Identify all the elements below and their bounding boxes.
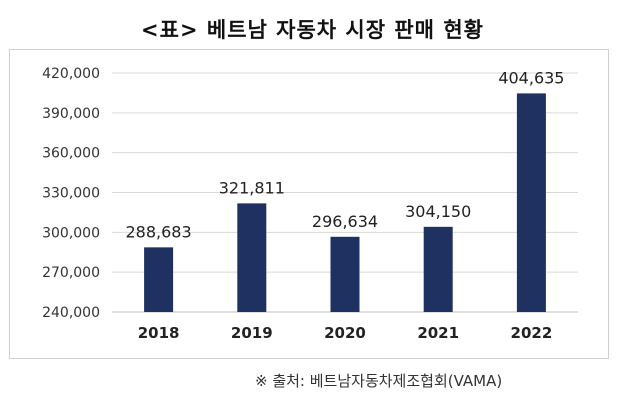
data-label: 288,683 xyxy=(126,222,192,241)
bar-2021 xyxy=(423,226,453,312)
y-tick-label: 300,000 xyxy=(42,225,100,241)
x-tick-label: 2020 xyxy=(324,324,366,342)
chart-frame xyxy=(9,49,609,359)
y-tick-label: 270,000 xyxy=(42,265,100,281)
y-tick-label: 330,000 xyxy=(42,186,100,202)
bar-2018 xyxy=(144,247,174,312)
chart-title: <표> 베트남 자동차 시장 판매 현황 xyxy=(141,18,484,42)
data-label: 321,811 xyxy=(219,178,285,197)
source-note: ※ 출처: 베트남자동차제조협회(VAMA) xyxy=(255,372,503,390)
y-tick-label: 420,000 xyxy=(42,66,100,82)
y-tick-label: 390,000 xyxy=(42,106,100,122)
data-label: 304,150 xyxy=(405,202,471,221)
x-tick-label: 2021 xyxy=(417,324,459,342)
y-tick-label: 240,000 xyxy=(42,305,100,321)
x-tick-label: 2018 xyxy=(138,324,180,342)
x-tick-label: 2022 xyxy=(511,324,553,342)
y-tick-label: 360,000 xyxy=(42,146,100,162)
bar-2019 xyxy=(237,203,267,312)
bar-2020 xyxy=(330,236,360,312)
x-tick-label: 2019 xyxy=(231,324,273,342)
data-label: 404,635 xyxy=(498,68,564,87)
data-label: 296,634 xyxy=(312,212,378,231)
bar-2022 xyxy=(516,93,546,312)
